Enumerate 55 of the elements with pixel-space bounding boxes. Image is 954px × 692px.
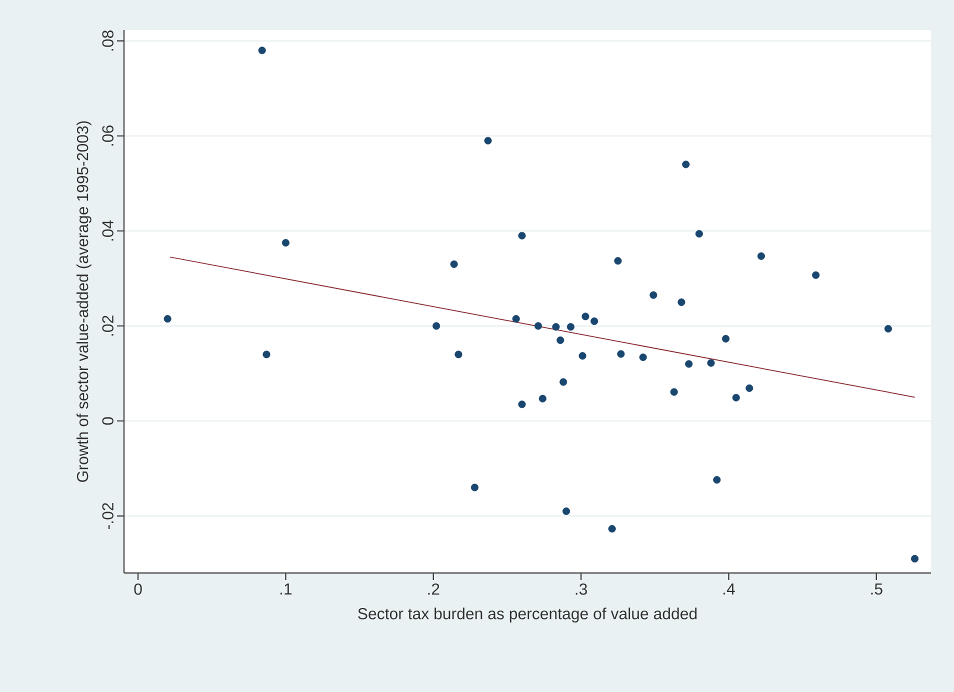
point: [538, 394, 546, 402]
point: [695, 230, 703, 238]
point: [757, 252, 765, 260]
point: [910, 554, 919, 563]
point: [258, 46, 266, 54]
point: [685, 360, 693, 368]
point: [518, 232, 526, 240]
point: [732, 394, 740, 402]
x-axis-title: Sector tax burden as percentage of value added: [358, 608, 697, 622]
point: [614, 257, 622, 265]
point: [164, 315, 172, 323]
point: [512, 315, 520, 323]
point: [582, 312, 590, 320]
point: [617, 350, 625, 358]
point: [639, 354, 647, 362]
point: [650, 291, 658, 299]
point: [262, 350, 270, 358]
x-tick-label: .5: [871, 584, 882, 595]
x-tick-label: .4: [724, 584, 735, 594]
y-tick-label: .02: [102, 316, 114, 336]
point: [282, 239, 290, 247]
x-tick-label: .3: [576, 584, 587, 595]
point: [707, 359, 715, 367]
point: [534, 322, 542, 330]
point: [608, 525, 616, 533]
point: [470, 484, 479, 492]
x-tick-label: .1: [280, 584, 292, 594]
point: [562, 507, 570, 516]
y-tick-label: .08: [102, 30, 114, 51]
x-tick-label: .2: [428, 584, 440, 595]
point: [812, 271, 820, 279]
point: [556, 336, 564, 344]
y-tick-label: 0: [102, 417, 114, 425]
y-tick-label: .06: [102, 126, 114, 146]
point: [746, 384, 754, 392]
point: [484, 136, 492, 144]
y-axis-title: Growth of sector value-added (average 1995-2003): [76, 121, 92, 482]
point: [552, 323, 560, 331]
point: [884, 325, 892, 333]
point: [566, 323, 574, 331]
point: [432, 322, 440, 330]
point: [450, 260, 458, 268]
point: [518, 400, 526, 408]
point: [722, 334, 730, 343]
point: [454, 350, 462, 358]
point: [682, 160, 690, 168]
point: [713, 476, 721, 484]
y-tick-label: -.02: [102, 503, 114, 530]
point: [590, 317, 598, 325]
point: [670, 388, 678, 396]
x-tick-label: 0: [134, 584, 142, 595]
point: [678, 298, 686, 306]
y-tick-label: .04: [102, 220, 114, 241]
point: [578, 352, 586, 360]
point: [560, 378, 568, 386]
